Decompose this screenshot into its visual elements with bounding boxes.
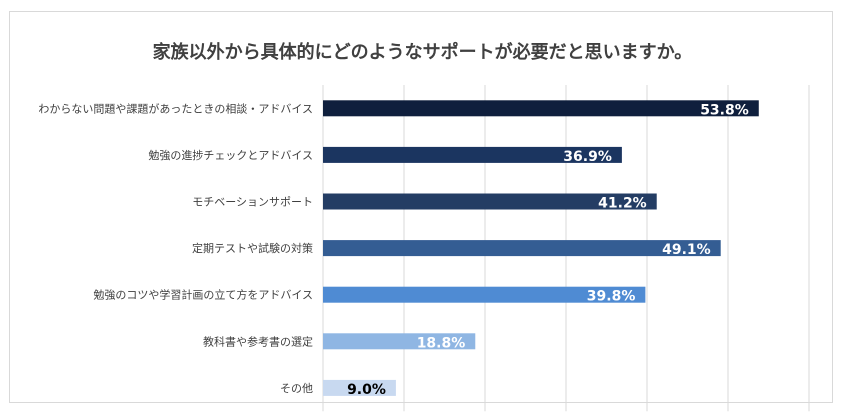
value-label: 18.8% xyxy=(417,335,466,351)
category-label: モチベーションサポート xyxy=(192,196,313,209)
value-label: 53.8% xyxy=(700,102,749,118)
category-label: わからない問題や課題があったときの相談・アドバイス xyxy=(38,101,313,115)
category-label: 定期テストや試験の対策 xyxy=(192,241,313,255)
value-label: 9.0% xyxy=(347,382,386,398)
category-label: 勉強の進捗チェックとアドバイス xyxy=(148,148,313,162)
bars xyxy=(323,100,759,396)
category-label: 教科書や参考書の選定 xyxy=(203,334,313,348)
bar xyxy=(323,193,657,210)
bar xyxy=(323,333,476,350)
bar xyxy=(323,146,622,163)
bar xyxy=(323,100,759,117)
chart-title: 家族以外から具体的にどのようなサポートが必要だと思いますか。 xyxy=(152,42,693,63)
labels: わからない問題や課題があったときの相談・アドバイス 53.8% 勉強の進捗チェックと… xyxy=(38,101,748,398)
category-label: 勉強のコツや学習計画の立て方をアドバイス xyxy=(93,288,313,302)
category-label: その他 xyxy=(280,382,313,395)
bar xyxy=(323,379,396,396)
bar xyxy=(323,286,646,303)
value-label: 49.1% xyxy=(662,242,711,258)
value-label: 39.8% xyxy=(587,289,636,305)
value-label: 41.2% xyxy=(598,196,647,212)
value-label: 36.9% xyxy=(563,149,612,165)
bar xyxy=(323,240,721,257)
